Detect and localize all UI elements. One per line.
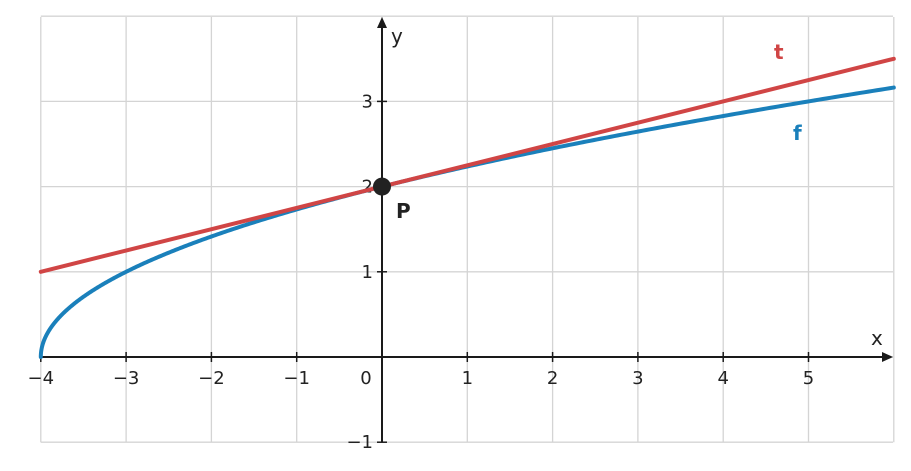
x-tick-label: −1 — [283, 368, 310, 389]
labels: x y t f P — [391, 24, 883, 350]
x-tick-label: 4 — [717, 368, 728, 389]
y-tick-label: −1 — [346, 432, 373, 453]
x-tick-label: 1 — [462, 368, 473, 389]
x-tick-label: −4 — [28, 368, 55, 389]
x-tick-label: 5 — [803, 368, 814, 389]
y-axis-arrow — [377, 17, 387, 28]
series-label-f: f — [793, 121, 802, 145]
series-line-f — [38, 85, 896, 359]
series-label-t: t — [774, 40, 784, 64]
points — [373, 177, 391, 196]
x-tick-label: 3 — [632, 368, 643, 389]
x-axis-arrow — [882, 352, 893, 362]
x-tick-label: −3 — [113, 368, 140, 389]
x-axis-label: x — [871, 326, 883, 350]
axes — [40, 17, 893, 443]
point-label-p: P — [396, 199, 411, 223]
y-tick-label: 2 — [362, 177, 373, 198]
series — [38, 56, 896, 359]
ticks: −4 −3 −2 −1 0 1 2 3 4 5 −1 1 2 3 — [28, 91, 815, 453]
y-tick-label: 3 — [362, 91, 373, 112]
x-tick-label: 2 — [547, 368, 558, 389]
y-tick-label: 1 — [362, 262, 373, 283]
x-tick-label: −2 — [198, 368, 225, 389]
y-axis-label: y — [391, 24, 403, 48]
point-P — [373, 177, 391, 196]
series-line-t — [38, 56, 896, 274]
x-tick-label: 0 — [360, 368, 371, 389]
